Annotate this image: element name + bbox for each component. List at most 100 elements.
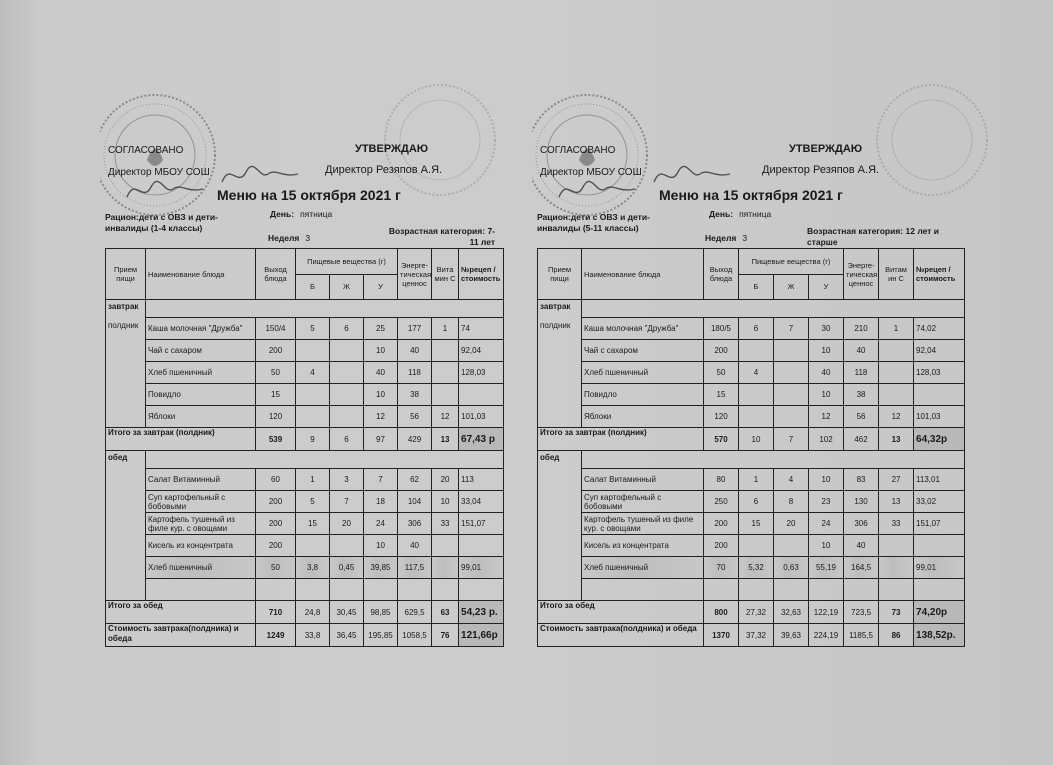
energy: 118 bbox=[397, 361, 433, 384]
menu-table: Прием пищи Наименование блюда Выход блюд… bbox=[537, 248, 966, 647]
carbs: 55,19 bbox=[807, 556, 845, 579]
total-energy: 629,5 bbox=[397, 600, 433, 624]
carbs: 12 bbox=[807, 405, 845, 428]
total-output: 1370 bbox=[703, 623, 739, 647]
fat bbox=[773, 339, 809, 362]
price: 128,03 bbox=[458, 361, 505, 384]
energy: 62 bbox=[397, 468, 433, 491]
protein bbox=[295, 405, 330, 428]
protein: 5 bbox=[295, 317, 330, 340]
dish-name: Чай с сахаром bbox=[145, 339, 256, 362]
header-protein: Б bbox=[738, 273, 774, 300]
fat bbox=[329, 534, 364, 557]
header-vitamin: Вита мин С bbox=[431, 248, 460, 300]
dish-name: Каша молочная "Дружба" bbox=[145, 317, 256, 340]
approved-label: СОГЛАСОВАНО bbox=[108, 145, 184, 156]
day-value: пятница bbox=[300, 209, 333, 219]
total-label: Итого за завтрак (полдник) bbox=[537, 427, 704, 451]
table-row: Хлеб пшеничный 50 4 40 118 128,03 bbox=[106, 361, 505, 384]
table-row: Суп картофельный с бобовыми 250 6 8 23 130 13 3… bbox=[538, 490, 966, 513]
vitamin-c bbox=[431, 383, 460, 406]
carbs: 10 bbox=[807, 383, 845, 406]
protein bbox=[738, 383, 774, 406]
signature-icon bbox=[653, 165, 731, 183]
table-row: Чай с сахаром 200 10 40 92,04 bbox=[106, 339, 505, 362]
school-director-label: Директор МБОУ СОШ bbox=[108, 167, 210, 178]
meal-label: обед bbox=[537, 450, 582, 601]
total-protein: 10 bbox=[738, 427, 774, 451]
total-vitamin-c: 86 bbox=[878, 623, 915, 647]
table-row: Салат Витаминный 60 1 3 7 62 20 113 bbox=[106, 468, 505, 491]
output: 200 bbox=[703, 534, 739, 557]
protein bbox=[295, 534, 330, 557]
approve-label: УТВЕРЖДАЮ bbox=[355, 143, 429, 155]
price bbox=[913, 578, 966, 601]
carbs: 7 bbox=[362, 468, 399, 491]
energy: 40 bbox=[397, 339, 433, 362]
vitamin-c: 27 bbox=[878, 468, 915, 491]
total-label: Итого за обед bbox=[537, 600, 704, 624]
meal-label-text: обед bbox=[540, 453, 560, 462]
total-price: 67,43 р bbox=[458, 427, 505, 451]
week-label: Неделя bbox=[705, 233, 737, 243]
price: 33,02 bbox=[913, 490, 966, 513]
total-energy: 462 bbox=[843, 427, 880, 451]
fat: 0,45 bbox=[329, 556, 364, 579]
header-energy: Энерге-тическая ценнос bbox=[397, 248, 433, 300]
section-row-lunch: обед bbox=[537, 450, 966, 601]
total-protein: 24,8 bbox=[295, 600, 330, 624]
table-header-row: Прием пищи Наименование блюда Выход блюд… bbox=[537, 248, 966, 300]
price bbox=[458, 534, 505, 557]
table-row: Чай с сахаром 200 10 40 92,04 bbox=[538, 339, 966, 362]
output: 200 bbox=[255, 339, 296, 362]
price: 113,01 bbox=[913, 468, 966, 491]
meal-sublabel: полдник bbox=[108, 321, 139, 330]
energy: 210 bbox=[843, 317, 880, 340]
fat bbox=[773, 361, 809, 384]
table-row: Яблоки 120 12 56 12 101,03 bbox=[538, 405, 966, 428]
approve-label: УТВЕРЖДАЮ bbox=[789, 143, 863, 155]
header-nutrients: Пищевые вещества (г) bbox=[737, 248, 845, 275]
header-fat: Ж bbox=[773, 273, 809, 300]
dish-name: Картофель тушеный из филе кур. с овощами bbox=[581, 512, 704, 535]
price bbox=[458, 578, 505, 601]
vitamin-c bbox=[431, 534, 460, 557]
total-carbs: 195,85 bbox=[362, 623, 399, 647]
protein: 1 bbox=[295, 468, 330, 491]
day-label: День: bbox=[709, 209, 734, 219]
protein: 4 bbox=[738, 361, 774, 384]
vitamin-c bbox=[878, 534, 915, 557]
dish-name: Суп картофельный с бобовыми bbox=[581, 490, 704, 513]
energy: 83 bbox=[843, 468, 880, 491]
vitamin-c bbox=[878, 556, 915, 579]
signature-icon bbox=[126, 180, 204, 198]
total-label: Стоимость завтрака(полдника) и обеда bbox=[537, 623, 704, 647]
table-row: Повидло 15 10 38 bbox=[538, 383, 966, 406]
vitamin-c bbox=[431, 578, 460, 601]
total-protein: 9 bbox=[295, 427, 330, 451]
energy: 177 bbox=[397, 317, 433, 340]
carbs: 24 bbox=[362, 512, 399, 535]
total-protein: 33,8 bbox=[295, 623, 330, 647]
dish-name: Повидло bbox=[581, 383, 704, 406]
day-value: пятница bbox=[739, 209, 772, 219]
director-name: Директор Резяпов А.Я. bbox=[325, 164, 443, 176]
age-label: Возрастная категория: bbox=[807, 226, 904, 236]
price: 101,03 bbox=[913, 405, 966, 428]
total-energy: 429 bbox=[397, 427, 433, 451]
stamp-seal-icon bbox=[876, 84, 988, 196]
output: 200 bbox=[255, 490, 296, 513]
total-output: 1249 bbox=[255, 623, 296, 647]
fat bbox=[329, 383, 364, 406]
output: 180/5 bbox=[703, 317, 739, 340]
output: 15 bbox=[703, 383, 739, 406]
total-protein: 27,32 bbox=[738, 600, 774, 624]
total-price: 54,23 р. bbox=[458, 600, 505, 624]
dish-name bbox=[581, 578, 704, 601]
total-row: Итого за обед 800 27,32 32,63 122,19 723,5 73 7… bbox=[537, 600, 966, 624]
section-spacer bbox=[144, 299, 505, 318]
total-fat: 39,63 bbox=[773, 623, 809, 647]
output bbox=[255, 578, 296, 601]
header-vitamin: Витам ин С bbox=[878, 248, 915, 300]
dish-name: Чай с сахаром bbox=[581, 339, 704, 362]
